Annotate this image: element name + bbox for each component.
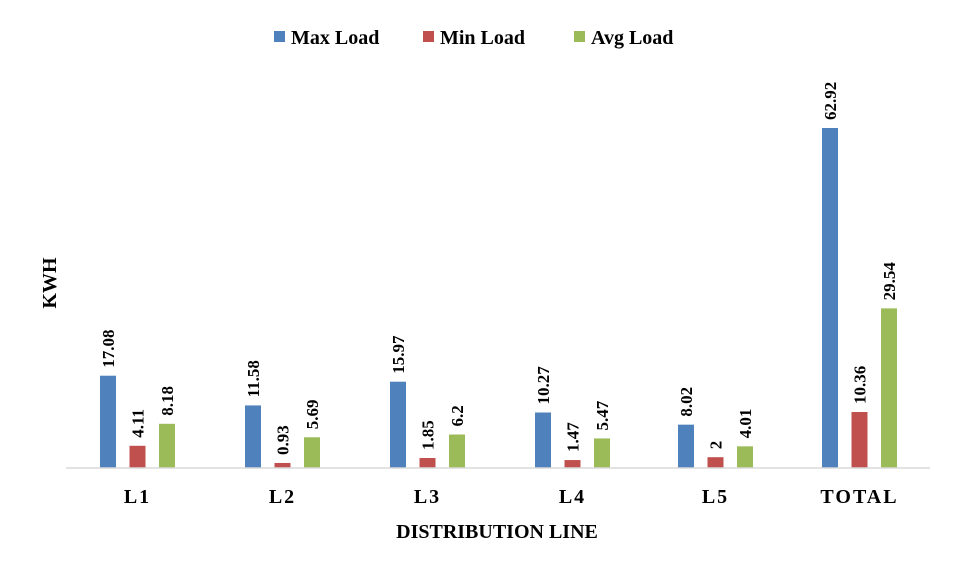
bar	[245, 405, 261, 468]
data-label: 15.97	[389, 335, 408, 374]
bar	[851, 412, 868, 468]
x-axis-title: DISTRIBUTION LINE	[396, 521, 598, 543]
bar	[881, 308, 897, 468]
bar	[678, 424, 694, 468]
data-label: 8.02	[677, 387, 696, 417]
legend-swatch	[423, 31, 434, 42]
x-tick-label: L1	[124, 486, 151, 508]
legend-swatch	[274, 31, 285, 42]
data-label: 2	[707, 441, 726, 450]
x-tick-label: L5	[702, 486, 729, 508]
y-axis-title: KWH	[39, 257, 61, 309]
legend-label: Max Load	[291, 27, 379, 49]
data-label: 10.27	[534, 366, 553, 405]
x-tick-label: L4	[559, 486, 586, 508]
data-label: 10.36	[851, 366, 870, 404]
data-label: 1.85	[419, 420, 438, 450]
bar	[129, 445, 146, 468]
bar	[822, 128, 838, 468]
data-label: 62.92	[821, 82, 840, 120]
legend-label: Avg Load	[591, 27, 673, 49]
x-tick-label: L2	[269, 486, 296, 508]
data-label: 5.47	[593, 400, 612, 430]
legend-label: Min Load	[440, 27, 525, 49]
data-label: 5.69	[303, 400, 322, 430]
bar	[419, 458, 436, 468]
bar	[449, 434, 465, 468]
x-tick-label: TOTAL	[820, 486, 898, 508]
bar	[707, 457, 724, 468]
bar	[274, 462, 291, 468]
data-label: 17.08	[99, 329, 118, 367]
x-tick-label: L3	[414, 486, 441, 508]
data-label: 1.47	[564, 422, 583, 452]
legend-swatch	[574, 31, 585, 42]
bar	[304, 437, 320, 468]
data-label: 4.11	[129, 409, 148, 438]
data-label: 6.2	[448, 405, 467, 426]
data-label: 8.18	[158, 386, 177, 416]
data-label: 11.58	[244, 360, 263, 397]
bar	[159, 423, 175, 468]
bar	[535, 412, 551, 468]
bar	[564, 460, 581, 468]
data-label: 0.93	[274, 425, 293, 455]
data-label: 4.01	[736, 409, 755, 439]
bar	[737, 446, 753, 468]
bar	[100, 375, 116, 468]
data-label: 29.54	[880, 262, 899, 301]
bar	[594, 438, 610, 468]
bar	[390, 381, 406, 468]
